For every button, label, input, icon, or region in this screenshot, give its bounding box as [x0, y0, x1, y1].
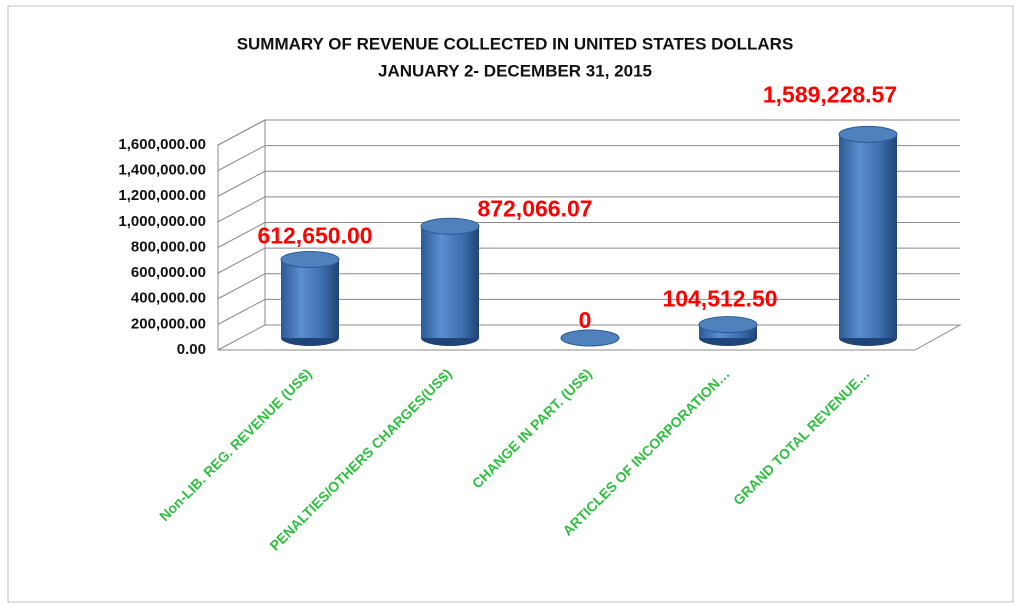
grid-line	[217, 298, 960, 325]
value-label: 104,512.50	[662, 286, 777, 312]
grid-line	[217, 222, 960, 248]
y-tick-label: 800,000.00	[131, 238, 206, 255]
bar	[421, 226, 479, 338]
y-tick-label: 600,000.00	[131, 264, 206, 281]
bar-top	[280, 251, 340, 269]
grid-line	[217, 145, 960, 172]
y-tick-label: 1,000,000.00	[118, 213, 206, 230]
value-label: 612,650.00	[257, 223, 372, 249]
grid-line	[217, 247, 960, 274]
grid-line	[217, 196, 960, 223]
y-tick-label: 400,000.00	[131, 290, 206, 307]
bar-top	[420, 217, 480, 235]
chart-subtitle: JANUARY 2- DECEMBER 31, 2015	[378, 61, 652, 80]
grid-line	[217, 170, 960, 197]
y-tick-label: 1,200,000.00	[118, 187, 206, 204]
y-tick-label: 1,600,000.00	[118, 136, 206, 153]
value-label: 1,589,228.57	[763, 81, 897, 107]
bar-top	[560, 329, 620, 347]
bar-top	[698, 316, 758, 334]
grid-line	[217, 273, 960, 300]
floor	[217, 324, 962, 351]
y-tick-label: 200,000.00	[131, 315, 206, 332]
bar-top	[838, 125, 898, 143]
value-label: 872,066.07	[477, 195, 592, 221]
grid-line	[217, 119, 960, 146]
y-tick-label: 1,400,000.00	[118, 162, 206, 179]
value-label: 0	[579, 307, 592, 333]
bar	[839, 134, 897, 338]
chart-title: SUMMARY OF REVENUE COLLECTED IN UNITED S…	[237, 34, 794, 53]
y-tick-label: 0.00	[177, 341, 206, 358]
bar	[281, 259, 339, 338]
